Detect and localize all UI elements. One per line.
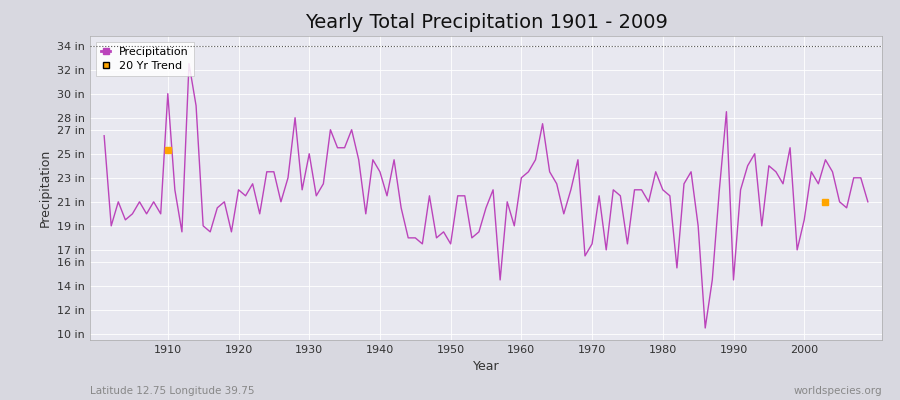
Y-axis label: Precipitation: Precipitation	[39, 149, 51, 227]
X-axis label: Year: Year	[472, 360, 500, 374]
Title: Yearly Total Precipitation 1901 - 2009: Yearly Total Precipitation 1901 - 2009	[304, 13, 668, 32]
Legend: Precipitation, 20 Yr Trend: Precipitation, 20 Yr Trend	[95, 42, 194, 76]
Text: Latitude 12.75 Longitude 39.75: Latitude 12.75 Longitude 39.75	[90, 386, 255, 396]
Text: worldspecies.org: worldspecies.org	[794, 386, 882, 396]
